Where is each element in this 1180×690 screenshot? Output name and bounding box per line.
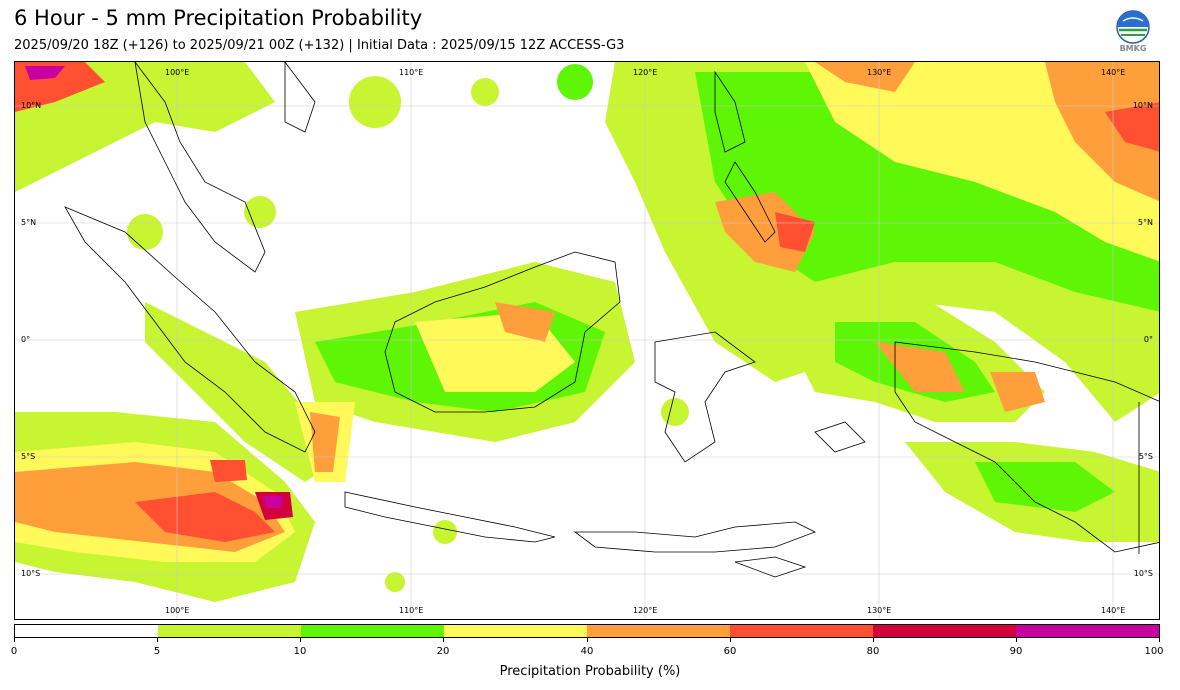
lat-label-left: 10°S [21,569,41,578]
coastlines [64,62,1159,578]
map-canvas [15,62,1159,619]
colorbar-tick-label: 5 [153,646,161,657]
colorbar-segment [1016,625,1159,637]
lat-label-right: 5°S [1138,452,1153,461]
lon-label-top: 100°E [165,68,190,77]
colorbar-tick-label: 90 [1009,646,1023,657]
lon-label-top: 110°E [399,68,424,77]
colorbar [14,624,1160,638]
lon-label-top: 120°E [633,68,658,77]
lon-label-top: 140°E [1101,68,1126,77]
logo-text: BMKG [1119,44,1147,53]
colorbar-segment [873,625,1016,637]
colorbar-tickmark [1016,638,1017,642]
colorbar-segment [301,625,444,637]
lon-label-top: 130°E [867,68,892,77]
colorbar-tickmark [300,638,301,642]
chart-title: 6 Hour - 5 mm Precipitation Probability [14,6,423,30]
colorbar-tick-label: 40 [580,646,594,657]
lat-label-right: 10°S [1133,569,1153,578]
colorbar-segment [158,625,301,637]
lon-label-bottom: 120°E [633,606,658,615]
lon-label-bottom: 110°E [399,606,424,615]
colorbar-tickmark [14,638,15,642]
colorbar-tick-label: 0 [10,646,18,657]
lon-label-bottom: 140°E [1101,606,1126,615]
colorbar-segment [730,625,873,637]
colorbar-tickmark [157,638,158,642]
colorbar-tickmark [587,638,588,642]
bmkg-logo-icon [1116,10,1150,44]
colorbar-tickmark [730,638,731,642]
graticule [15,62,1159,619]
lat-label-left: 10°N [21,101,42,110]
precipitation-map: 100°E 110°E 120°E 130°E 140°E 100°E 110°… [14,61,1160,620]
colorbar-tickmark [1159,638,1160,642]
colorbar-label: Precipitation Probability (%) [499,664,681,679]
colorbar-segment [587,625,730,637]
colorbar-segment [444,625,587,637]
probability-field [15,62,1159,602]
lat-label-right: 10°N [1132,101,1153,110]
lat-label-left: 5°S [21,452,36,461]
lon-label-bottom: 130°E [867,606,892,615]
lat-label-right: 0° [1143,335,1153,344]
lon-label-bottom: 100°E [165,606,190,615]
colorbar-tick-label: 80 [866,646,880,657]
colorbar-tick-label: 100 [1144,646,1164,657]
chart-subtitle: 2025/09/20 18Z (+126) to 2025/09/21 00Z … [14,38,625,53]
lat-label-left: 5°N [21,218,37,227]
colorbar-tick-label: 60 [723,646,737,657]
lat-label-left: 0° [21,335,31,344]
lat-label-right: 5°N [1137,218,1153,227]
colorbar-tickmark [443,638,444,642]
colorbar-segment [15,625,158,637]
colorbar-tickmark [873,638,874,642]
colorbar-tick-label: 10 [293,646,307,657]
colorbar-tick-label: 20 [436,646,450,657]
